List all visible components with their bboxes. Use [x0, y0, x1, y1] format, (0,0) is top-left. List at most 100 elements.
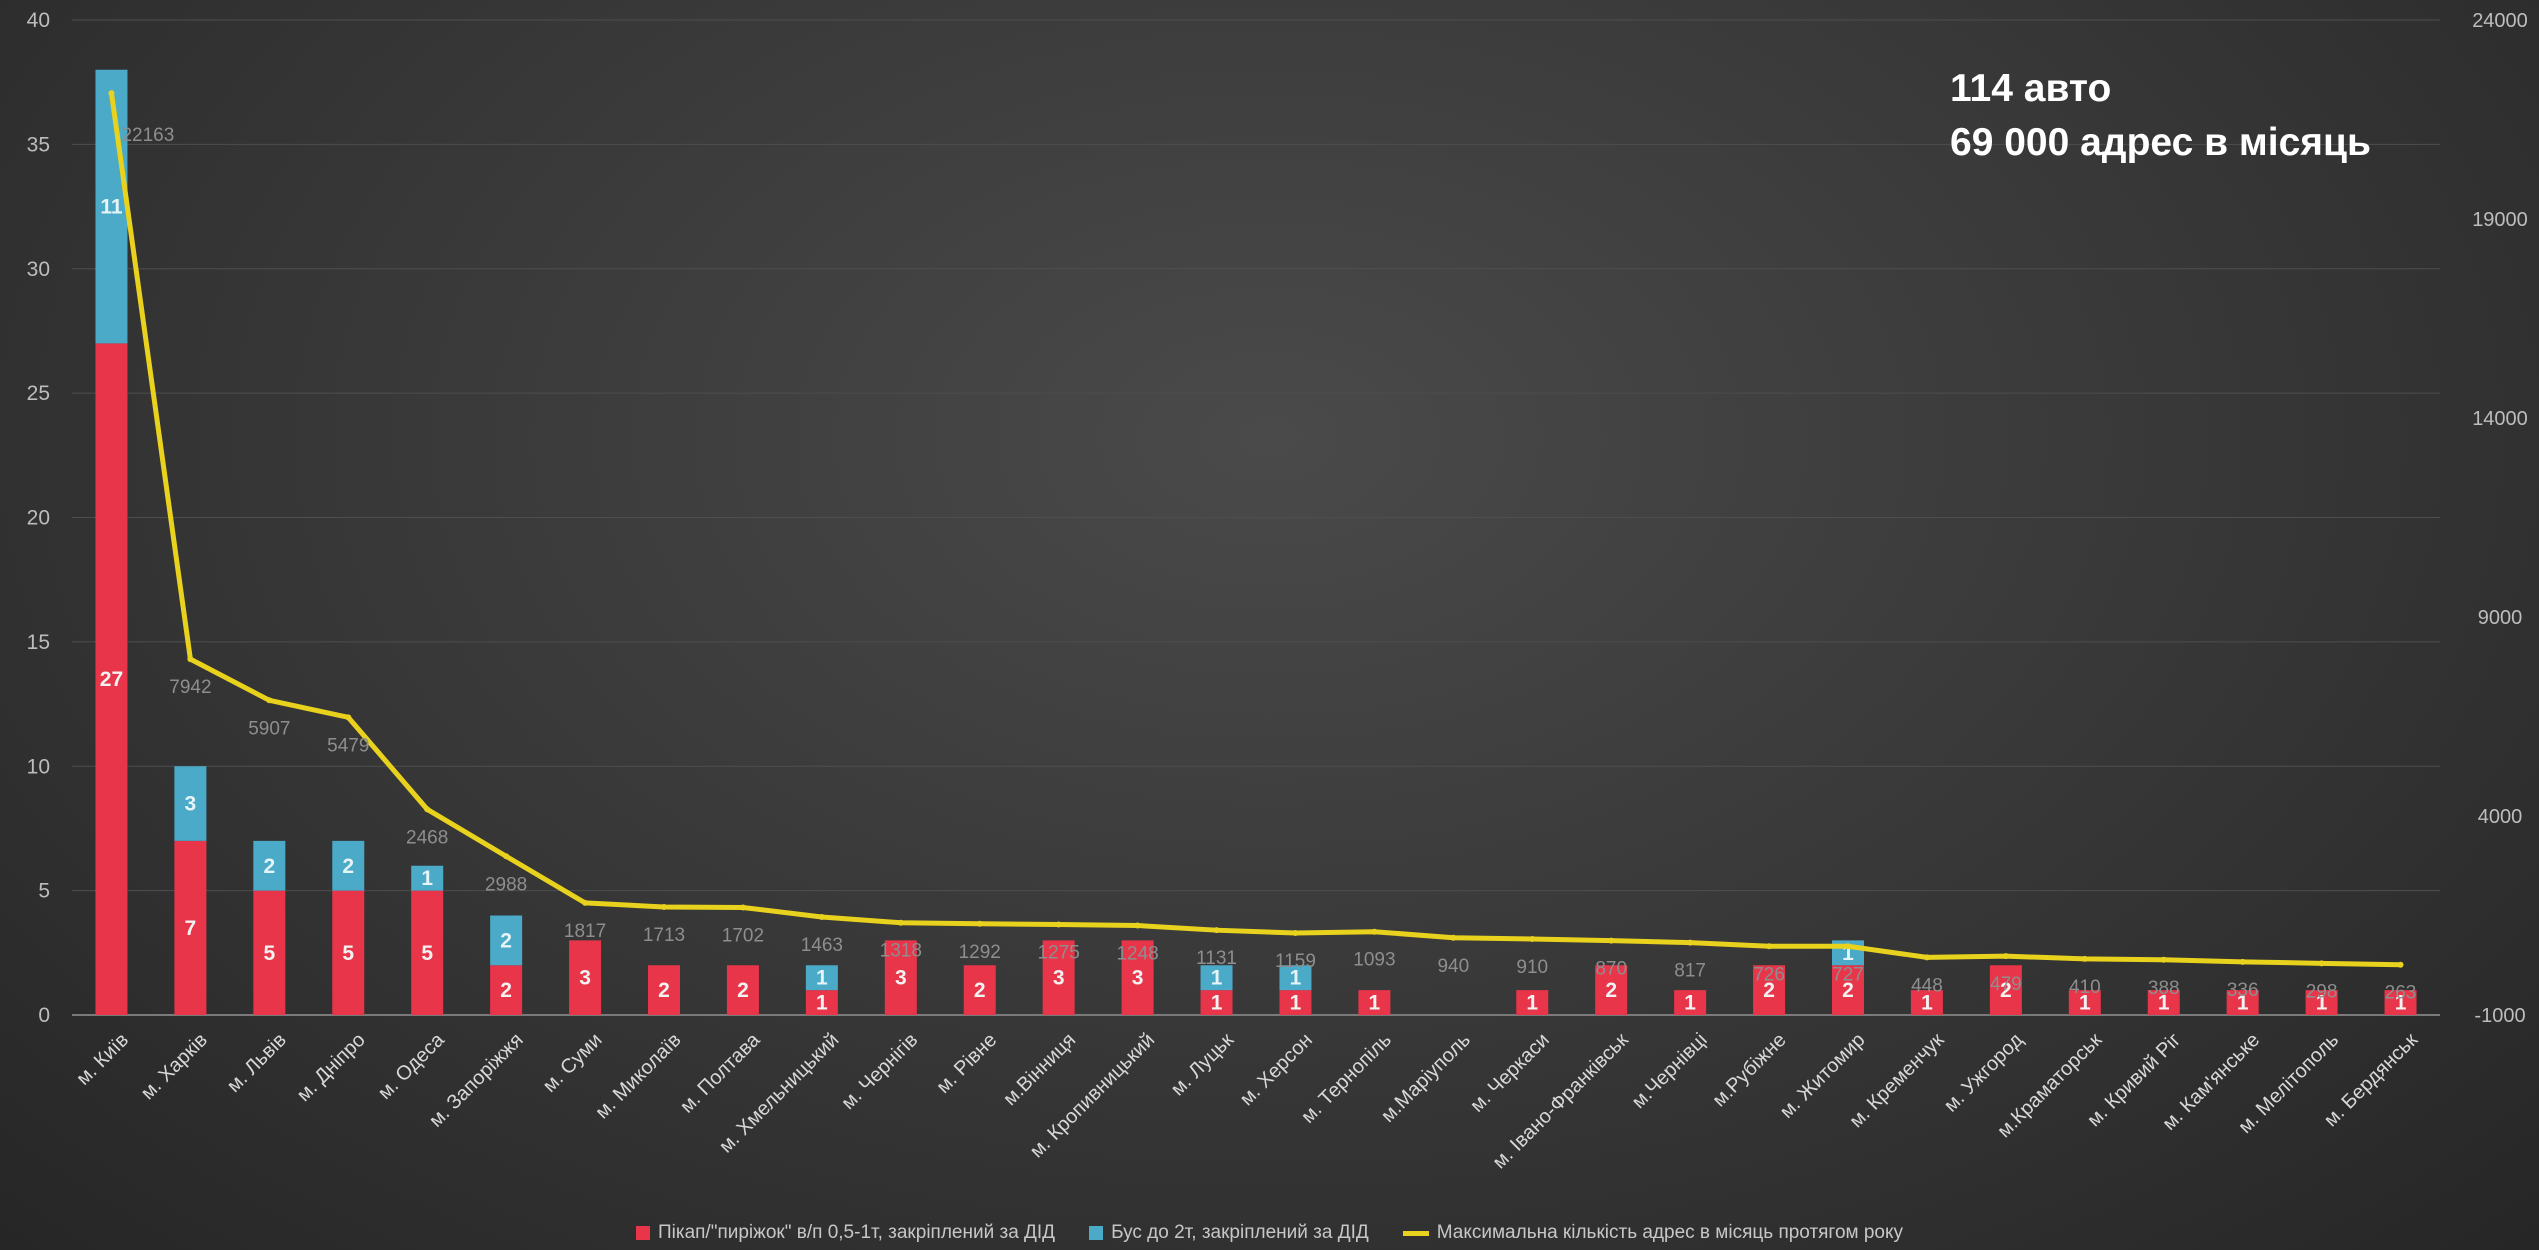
bar-label-pickup: 3 [1053, 967, 1065, 990]
bar-pickup [1279, 990, 1312, 1015]
category-label: м. Івано-Франківськ [1488, 1029, 1632, 1173]
category-label: м. Рівне [932, 1029, 1001, 1098]
right-axis-tick-label: 24000 [2472, 10, 2528, 32]
max-addresses-point [2318, 960, 2325, 967]
category-label: м. Луцьк [1167, 1029, 1238, 1100]
max-addresses-label: 7942 [169, 677, 211, 698]
summary-addresses: 69 000 адрес в місяць [1950, 121, 2371, 164]
bar-label-pickup: 5 [421, 942, 433, 965]
bar-pickup [1595, 965, 1628, 1015]
category-label: м. Дніпро [293, 1029, 370, 1106]
bar-pickup [95, 343, 128, 1015]
left-axis-tick-label: 30 [27, 258, 50, 281]
category-label: м.Вінниця [999, 1029, 1080, 1110]
max-addresses-label: 2988 [485, 874, 527, 895]
right-axis-tick-label: 19000 [2472, 209, 2528, 231]
category-label: м. Херсон [1236, 1029, 1317, 1110]
legend: Пікап/"пиріжок" в/п 0,5-1т, закріплений … [0, 1222, 2539, 1244]
bar-pickup [174, 840, 207, 1015]
left-axis-tick-label: 0 [38, 1004, 50, 1027]
max-addresses-point [1529, 935, 1536, 942]
bar-pickup [1674, 990, 1707, 1015]
max-addresses-label: 1463 [801, 935, 843, 956]
max-addresses-label: 817 [1674, 961, 1706, 982]
max-addresses-point [976, 920, 983, 927]
max-addresses-label: 1817 [564, 921, 606, 942]
bar-pickup [411, 890, 444, 1015]
line-series [108, 90, 2404, 968]
left-axis-tick-label: 20 [27, 507, 50, 530]
category-label: м. Миколаїв [591, 1029, 685, 1123]
bar-bus [411, 865, 444, 891]
bar-pickup [648, 965, 680, 1015]
bar-label-pickup: 5 [342, 942, 354, 965]
gridlines [72, 19, 2440, 1016]
bar-pickup [1516, 990, 1549, 1015]
bar-label-pickup: 1 [1921, 992, 1933, 1015]
right-axis-tick-label: 14000 [2472, 408, 2528, 430]
bar-label-pickup: 3 [895, 967, 907, 990]
bar-pickup [1989, 965, 2022, 1015]
legend-label-pickup: Пікап/"пиріжок" в/п 0,5-1т, закріплений … [657, 1222, 1056, 1243]
max-addresses-label: 22163 [121, 125, 174, 146]
bar-pickup [963, 965, 996, 1015]
category-label: м. Суми [539, 1029, 607, 1097]
max-addresses-point [1766, 943, 1773, 950]
bar-pickup [1358, 990, 1391, 1015]
left-axis-tick-label: 10 [27, 755, 50, 778]
bar-pickup [1200, 990, 1233, 1015]
max-addresses-label: 298 [2306, 981, 2338, 1002]
bar-bus [1200, 965, 1233, 991]
max-addresses-label: 1248 [1116, 944, 1158, 965]
bar-label-pickup: 2 [974, 979, 986, 1002]
max-addresses-label: 448 [1911, 975, 1943, 996]
summary-annotation: 114 авто 69 000 адрес в місяць [1950, 62, 2371, 170]
max-addresses-point [661, 904, 667, 911]
legend-swatch-bus [1089, 1226, 1104, 1240]
bar-label-bus: 2 [500, 929, 512, 952]
bar-label-pickup: 1 [1369, 992, 1381, 1015]
max-addresses-label: 1318 [880, 941, 922, 962]
bar-pickup [1832, 965, 1864, 1015]
bar-label-pickup: 1 [1211, 992, 1223, 1015]
bar-label-pickup: 2 [2000, 979, 2012, 1002]
bar-pickup [884, 940, 917, 1015]
max-addresses-label: 479 [1990, 974, 2022, 995]
max-addresses-point [2160, 956, 2167, 963]
bar-pickup [569, 940, 602, 1015]
bars [95, 69, 2417, 1015]
left-axis-tick-label: 5 [38, 880, 50, 903]
bar-label-bus: 1 [816, 967, 828, 990]
max-addresses-label: 1159 [1275, 951, 1316, 972]
category-label: м. Харків [137, 1029, 212, 1104]
max-addresses-point [345, 714, 352, 721]
max-addresses-point [582, 899, 589, 906]
max-addresses-label: 2468 [406, 827, 448, 848]
legend-swatch-max-addresses [1402, 1230, 1429, 1236]
bar-bus [805, 965, 838, 991]
max-addresses-point [503, 853, 510, 860]
max-addresses-label: 410 [2069, 977, 2101, 998]
max-addresses-point [818, 913, 825, 920]
bar-label-bus: 1 [421, 867, 433, 890]
category-label: м. Львів [223, 1029, 291, 1097]
max-addresses-point [2397, 961, 2404, 968]
max-addresses-label: 910 [1516, 957, 1548, 978]
max-addresses-point [1055, 921, 1062, 928]
bar-pickup [2147, 990, 2180, 1015]
bar-bus [332, 840, 365, 891]
bar-pickup [2384, 990, 2417, 1015]
legend-label-bus: Бус до 2т, закріплений за ДІД [1111, 1222, 1369, 1243]
right-axis-tick-label: 9000 [2478, 607, 2523, 629]
max-addresses-point [739, 904, 746, 911]
bar-label-pickup: 1 [1684, 992, 1696, 1015]
bar-bus [95, 69, 128, 344]
max-addresses-point [1608, 937, 1615, 944]
bar-label-pickup: 5 [263, 942, 275, 965]
category-label: м. Ужгород [1940, 1029, 2028, 1117]
bar-pickup [332, 890, 365, 1015]
bar-label-pickup: 3 [579, 967, 591, 990]
bar-label-pickup: 2 [658, 979, 670, 1002]
left-axis-tick-label: 35 [27, 133, 50, 156]
